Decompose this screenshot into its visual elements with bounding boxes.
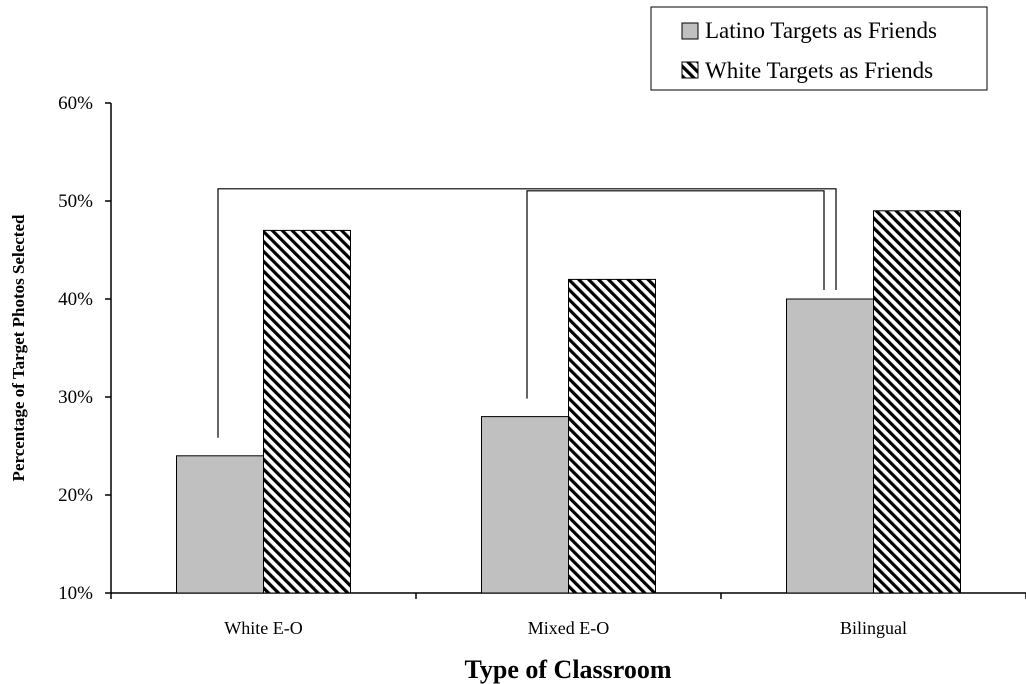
bar-white-0 <box>263 229 351 594</box>
y-tick-label: 40% <box>58 289 93 310</box>
category-label: White E-O <box>224 618 302 638</box>
category-label: Bilingual <box>840 618 907 638</box>
legend-swatch-latino <box>681 22 699 40</box>
y-axis-title: Percentage of Target Photos Selected <box>9 214 28 481</box>
legend-box <box>650 6 988 91</box>
x-axis-title: Type of Classroom <box>464 655 671 684</box>
bars <box>176 210 961 594</box>
y-tick-label: 60% <box>58 93 93 114</box>
category-labels: White E-O Mixed E-O Bilingual <box>224 618 907 638</box>
legend: Latino Targets as Friends White Targets … <box>650 6 988 91</box>
legend-label-latino: Latino Targets as Friends <box>705 18 937 43</box>
legend-label-white: White Targets as Friends <box>705 58 933 83</box>
bar-white-1 <box>568 278 656 594</box>
bar-latino-0 <box>176 455 264 594</box>
x-ticks <box>110 593 1026 599</box>
bar-latino-1 <box>481 416 569 594</box>
y-tick-label: 10% <box>58 583 93 604</box>
comparison-brackets <box>217 188 837 438</box>
y-tick-label: 30% <box>58 387 93 408</box>
y-tick-label: 20% <box>58 485 93 506</box>
y-ticks: 10% 20% 30% 40% 50% 60% <box>58 93 111 604</box>
y-tick-label: 50% <box>58 191 93 212</box>
bar-latino-2 <box>786 298 874 594</box>
category-label: Mixed E-O <box>528 618 609 638</box>
comparison-bracket-1 <box>526 190 825 399</box>
comparison-bracket-0 <box>217 188 837 438</box>
legend-swatch-white <box>681 61 699 79</box>
bar-white-2 <box>873 210 961 594</box>
